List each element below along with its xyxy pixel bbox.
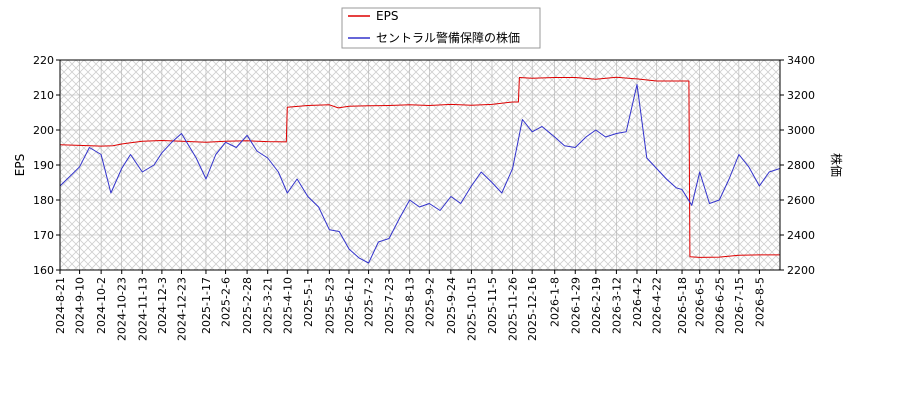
legend-box — [341, 7, 541, 49]
x-tick-label: 2026-7-15 — [733, 277, 746, 334]
legend-label-eps: EPS — [376, 9, 398, 23]
y-tick-label-left: 210 — [33, 89, 54, 102]
x-tick-label: 2024-12-3 — [156, 277, 169, 334]
y-tick-label-left: 200 — [33, 124, 54, 137]
y-tick-label-left: 170 — [33, 229, 54, 242]
y-axis-label-left: EPS — [13, 154, 27, 176]
y-tick-label-left: 220 — [33, 54, 54, 67]
x-tick-label: 2025-6-12 — [343, 277, 356, 334]
x-tick-label: 2025-5-23 — [323, 277, 336, 334]
y-tick-label-right: 2600 — [787, 194, 815, 207]
x-tick-label: 2025-12-16 — [526, 277, 539, 341]
x-tick-label: 2025-10-15 — [465, 277, 478, 341]
x-tick-label: 2024-11-13 — [136, 277, 149, 341]
x-tick-label: 2025-3-21 — [262, 277, 275, 334]
legend-label-stock-price: セントラル警備保障の株価 — [376, 30, 520, 45]
x-tick-label: 2025-8-13 — [404, 277, 417, 334]
x-tick-label: 2026-4-2 — [631, 277, 644, 327]
x-tick-label: 2025-4-10 — [281, 277, 294, 334]
y-tick-label-right: 2200 — [787, 264, 815, 277]
x-tick-label: 2024-10-2 — [95, 277, 108, 334]
x-tick-label: 2025-5-1 — [302, 277, 315, 327]
x-tick-label: 2024-12-23 — [175, 277, 188, 341]
y-axis-left: 160 170 180 190 200 210 220 — [33, 54, 60, 277]
x-tick-label: 2025-9-24 — [445, 277, 458, 334]
x-tick-label: 2026-1-8 — [549, 277, 562, 327]
y-axis-label-right: 株価 — [829, 153, 844, 177]
x-tick-label: 2026-3-12 — [610, 277, 623, 334]
x-tick-label: 2026-1-29 — [569, 277, 582, 334]
x-tick-label: 2026-4-22 — [651, 277, 664, 334]
y-tick-label-left: 190 — [33, 159, 54, 172]
x-tick-label: 2025-2-28 — [241, 277, 254, 334]
y-tick-label-left: 180 — [33, 194, 54, 207]
x-tick-label: 2025-7-2 — [363, 277, 376, 327]
y-tick-label-left: 160 — [33, 264, 54, 277]
x-axis: 2024-8-21 2024-9-10 2024-10-2 2024-10-23 202… — [54, 270, 766, 341]
x-tick-label: 2024-10-23 — [116, 277, 129, 341]
y-tick-label-right: 3400 — [787, 54, 815, 67]
x-tick-label: 2025-9-2 — [423, 277, 436, 327]
x-tick-label: 2026-6-25 — [713, 277, 726, 334]
y-tick-label-right: 3200 — [787, 89, 815, 102]
x-tick-label: 2025-11-5 — [486, 277, 499, 334]
x-tick-label: 2025-7-23 — [383, 277, 396, 334]
y-tick-label-right: 2400 — [787, 229, 815, 242]
x-tick-label: 2025-2-6 — [220, 277, 233, 327]
x-tick-label: 2026-8-5 — [753, 277, 766, 327]
x-tick-label: 2026-5-18 — [676, 277, 689, 334]
x-tick-label: 2026-2-19 — [590, 277, 603, 334]
series-line-eps — [60, 76, 780, 258]
y-tick-label-right: 3000 — [787, 124, 815, 137]
x-tick-label: 2026-6-5 — [694, 277, 707, 327]
x-tick-label: 2024-8-21 — [54, 277, 67, 334]
series-line-stock-price — [60, 84, 780, 264]
series-group — [60, 76, 780, 264]
x-tick-label: 2025-11-26 — [507, 277, 520, 341]
x-tick-label: 2025-1-17 — [200, 277, 213, 334]
legend: EPS セントラル警備保障の株価 — [341, 7, 541, 49]
x-tick-label: 2024-9-10 — [74, 277, 87, 334]
y-tick-label-right: 2800 — [787, 159, 815, 172]
y-axis-right: 2200 2400 2600 2800 3000 3200 3400 — [780, 54, 815, 277]
